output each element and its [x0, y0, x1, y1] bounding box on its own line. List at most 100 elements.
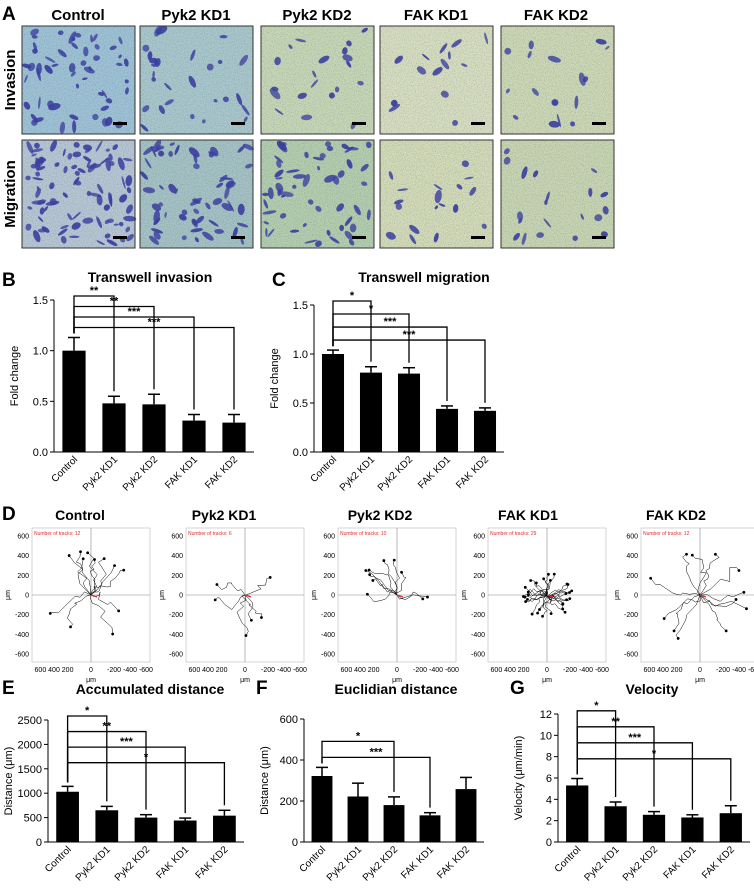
panel-letter-g: G	[510, 678, 525, 699]
stained-cell	[106, 239, 118, 246]
track-endpoint	[724, 629, 728, 633]
stained-cell	[158, 105, 166, 115]
scale-bar	[231, 236, 245, 239]
bar	[182, 420, 206, 452]
panel-letter-f: F	[256, 678, 268, 699]
panel-a-row-label: Invasion	[2, 50, 19, 111]
cell-track	[368, 569, 398, 596]
stained-cell	[195, 215, 205, 224]
cell-track	[365, 570, 398, 596]
track-plot-y-label: μm	[5, 590, 12, 600]
stained-cell	[73, 180, 82, 186]
stained-cell	[27, 206, 33, 210]
y-tick-label: 1.5	[293, 300, 308, 312]
bar	[435, 408, 459, 452]
stained-cell	[35, 187, 41, 198]
stained-cell	[155, 145, 165, 150]
stained-cell	[33, 230, 41, 243]
track-plot-y-tick: 200	[17, 573, 29, 580]
cell-track	[383, 560, 398, 596]
stained-cell	[361, 27, 368, 33]
stained-cell	[346, 159, 353, 169]
stained-cell	[543, 218, 552, 228]
track-plot-y-tick: -200	[15, 612, 29, 619]
bar	[719, 813, 742, 842]
stained-cell	[295, 38, 307, 43]
stained-cell	[25, 223, 32, 231]
stained-cell	[416, 66, 427, 75]
cell-track	[369, 574, 398, 596]
stained-cell	[188, 147, 200, 158]
stained-cell	[37, 216, 44, 222]
track-endpoint	[690, 553, 694, 557]
x-tick-label: FAK KD1	[154, 844, 191, 881]
stained-cell	[71, 164, 78, 170]
y-tick-label: 1.0	[33, 346, 48, 358]
panel-a-micrographs: Control Pyk2 KD1 Pyk2 KD2 FAK KD1 FAK KD2 Inv…	[2, 7, 615, 249]
track-plot-y-tick: 600	[171, 534, 183, 541]
track-plot-x-tick: 600 400 200	[644, 667, 683, 674]
track-endpoint	[117, 609, 121, 613]
stained-cell	[32, 48, 38, 54]
significance-bracket	[321, 740, 395, 792]
track-plot-x-tick: 0	[395, 667, 399, 674]
stained-cell	[452, 204, 459, 213]
track-endpoint	[382, 559, 386, 562]
stained-cell	[194, 237, 199, 243]
stained-cell	[108, 192, 112, 205]
stained-cell	[241, 104, 250, 116]
stained-cell	[92, 113, 99, 121]
stained-cell	[60, 225, 69, 230]
stained-cell	[44, 64, 53, 74]
stained-cell	[121, 175, 126, 189]
track-endpoint	[737, 569, 741, 572]
stained-cell	[447, 51, 451, 60]
cell-track	[524, 594, 548, 601]
stained-cell	[388, 104, 401, 112]
stained-cell	[38, 96, 41, 110]
cell-track	[544, 574, 555, 596]
stained-cell	[461, 160, 469, 168]
stained-cell	[242, 143, 254, 151]
cell-track	[87, 552, 98, 596]
track-plot-y-tick: -400	[624, 632, 638, 639]
cell-track	[692, 555, 707, 596]
bar	[604, 806, 627, 842]
stained-cell	[548, 120, 560, 128]
track-endpoint	[563, 610, 567, 614]
track-endpoint	[526, 598, 529, 601]
cell-track	[75, 551, 92, 596]
stained-cell	[547, 55, 561, 63]
stained-cell	[388, 171, 394, 180]
stained-cell	[528, 40, 534, 50]
stained-cell	[164, 211, 167, 218]
significance-bracket	[321, 756, 431, 808]
stained-cell	[88, 192, 102, 197]
stained-cell	[505, 88, 510, 94]
y-tick-label: 8	[546, 752, 552, 764]
stained-cell	[349, 223, 357, 233]
track-plot-x-tick: -200 -400 -600	[107, 667, 153, 674]
track-endpoint	[213, 598, 217, 602]
chart-g: Velocity 0 2 4 6 8 10 12 Velocity (μm/min) Contro…	[513, 681, 750, 884]
micrograph-migration-3	[260, 139, 375, 249]
stained-cell	[188, 75, 197, 88]
x-tick-label: Pyk2 KD1	[325, 844, 365, 884]
micrograph-migration-1	[21, 139, 137, 249]
x-tick-label: Pyk2 KD2	[113, 844, 153, 884]
x-tick-label: FAK KD2	[454, 454, 491, 491]
track-plot-y-tick: -200	[624, 612, 638, 619]
stained-cell	[80, 60, 87, 66]
x-tick-label: Pyk2 KD1	[338, 454, 378, 494]
track-plot-y-label: μm	[159, 590, 166, 600]
stained-cell	[96, 216, 103, 229]
track-endpoint	[734, 598, 738, 601]
significance-label: ***	[403, 329, 417, 341]
y-tick-label: 0.5	[293, 398, 308, 410]
significance-label: *	[652, 748, 657, 760]
significance-bracket	[73, 326, 235, 410]
track-endpoint	[714, 552, 717, 556]
stained-cell	[68, 63, 76, 73]
stained-cell	[536, 232, 545, 238]
track-plot-3: Pyk2 KD2 Number of tracks: 10 600 400 200 0 -2…	[311, 507, 459, 684]
